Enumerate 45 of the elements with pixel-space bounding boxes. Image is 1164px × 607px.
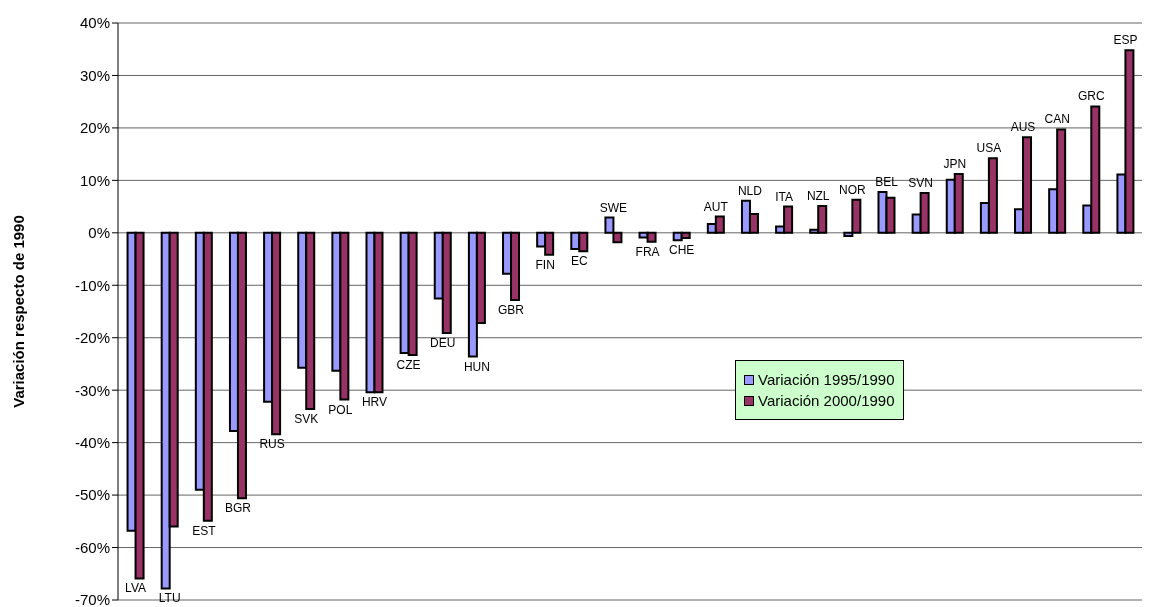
- x-tick-label: JPN: [943, 157, 967, 172]
- x-tick-label: CZE: [396, 358, 421, 373]
- y-tick-label: -50%: [74, 486, 110, 504]
- x-tick-label: NLD: [737, 183, 763, 198]
- x-tick-label: CHE: [669, 243, 695, 258]
- x-tick-label: GBR: [498, 302, 525, 317]
- y-tick-label: -30%: [74, 381, 110, 399]
- x-tick-label: AUT: [703, 199, 729, 214]
- y-tick-label: 40%: [79, 14, 110, 32]
- x-tick-label: CAN: [1044, 112, 1070, 127]
- y-tick-label: 10%: [79, 171, 110, 189]
- y-tick-label: 30%: [79, 66, 110, 84]
- x-tick-label: AUS: [1010, 120, 1036, 135]
- y-tick-label: -70%: [74, 591, 110, 607]
- y-tick-label: -40%: [74, 433, 110, 451]
- y-tick-label: -20%: [74, 329, 110, 347]
- y-tick-label: 0%: [88, 224, 110, 242]
- x-tick-label: DEU: [430, 336, 456, 351]
- y-tick-label: 20%: [79, 119, 110, 137]
- x-tick-label: HUN: [463, 359, 490, 374]
- y-tick-label: -60%: [74, 538, 110, 556]
- x-tick-label: RUS: [259, 437, 285, 452]
- x-tick-label: FRA: [635, 244, 660, 259]
- x-tick-label: EST: [192, 523, 217, 538]
- x-tick-label: SWE: [599, 200, 628, 215]
- x-tick-label: NOR: [839, 182, 867, 197]
- x-tick-label: LTU: [158, 591, 181, 606]
- x-tick-label: LVA: [125, 581, 147, 596]
- x-tick-label: FIN: [535, 257, 555, 272]
- x-tick-label: NZL: [806, 189, 830, 204]
- x-tick-label: BEL: [875, 174, 899, 189]
- x-tick-label: ITA: [775, 189, 793, 204]
- x-tick-label: EC: [570, 254, 588, 269]
- x-tick-label: SVN: [908, 175, 933, 190]
- x-tick-label: POL: [328, 402, 353, 417]
- x-tick-label: USA: [976, 141, 1002, 156]
- x-tick-label: SVK: [294, 412, 319, 427]
- x-tick-label: GRC: [1077, 89, 1105, 104]
- legend-label: Variación 1995/1990: [757, 371, 895, 388]
- y-axis-title: Variación respecto de 1990: [10, 215, 28, 408]
- y-tick-label: -10%: [74, 276, 110, 294]
- x-tick-label: HRV: [361, 395, 388, 410]
- x-tick-label: BGR: [224, 501, 252, 516]
- legend-label: Variación 2000/1990: [757, 392, 895, 409]
- x-tick-label: ESP: [1113, 33, 1138, 48]
